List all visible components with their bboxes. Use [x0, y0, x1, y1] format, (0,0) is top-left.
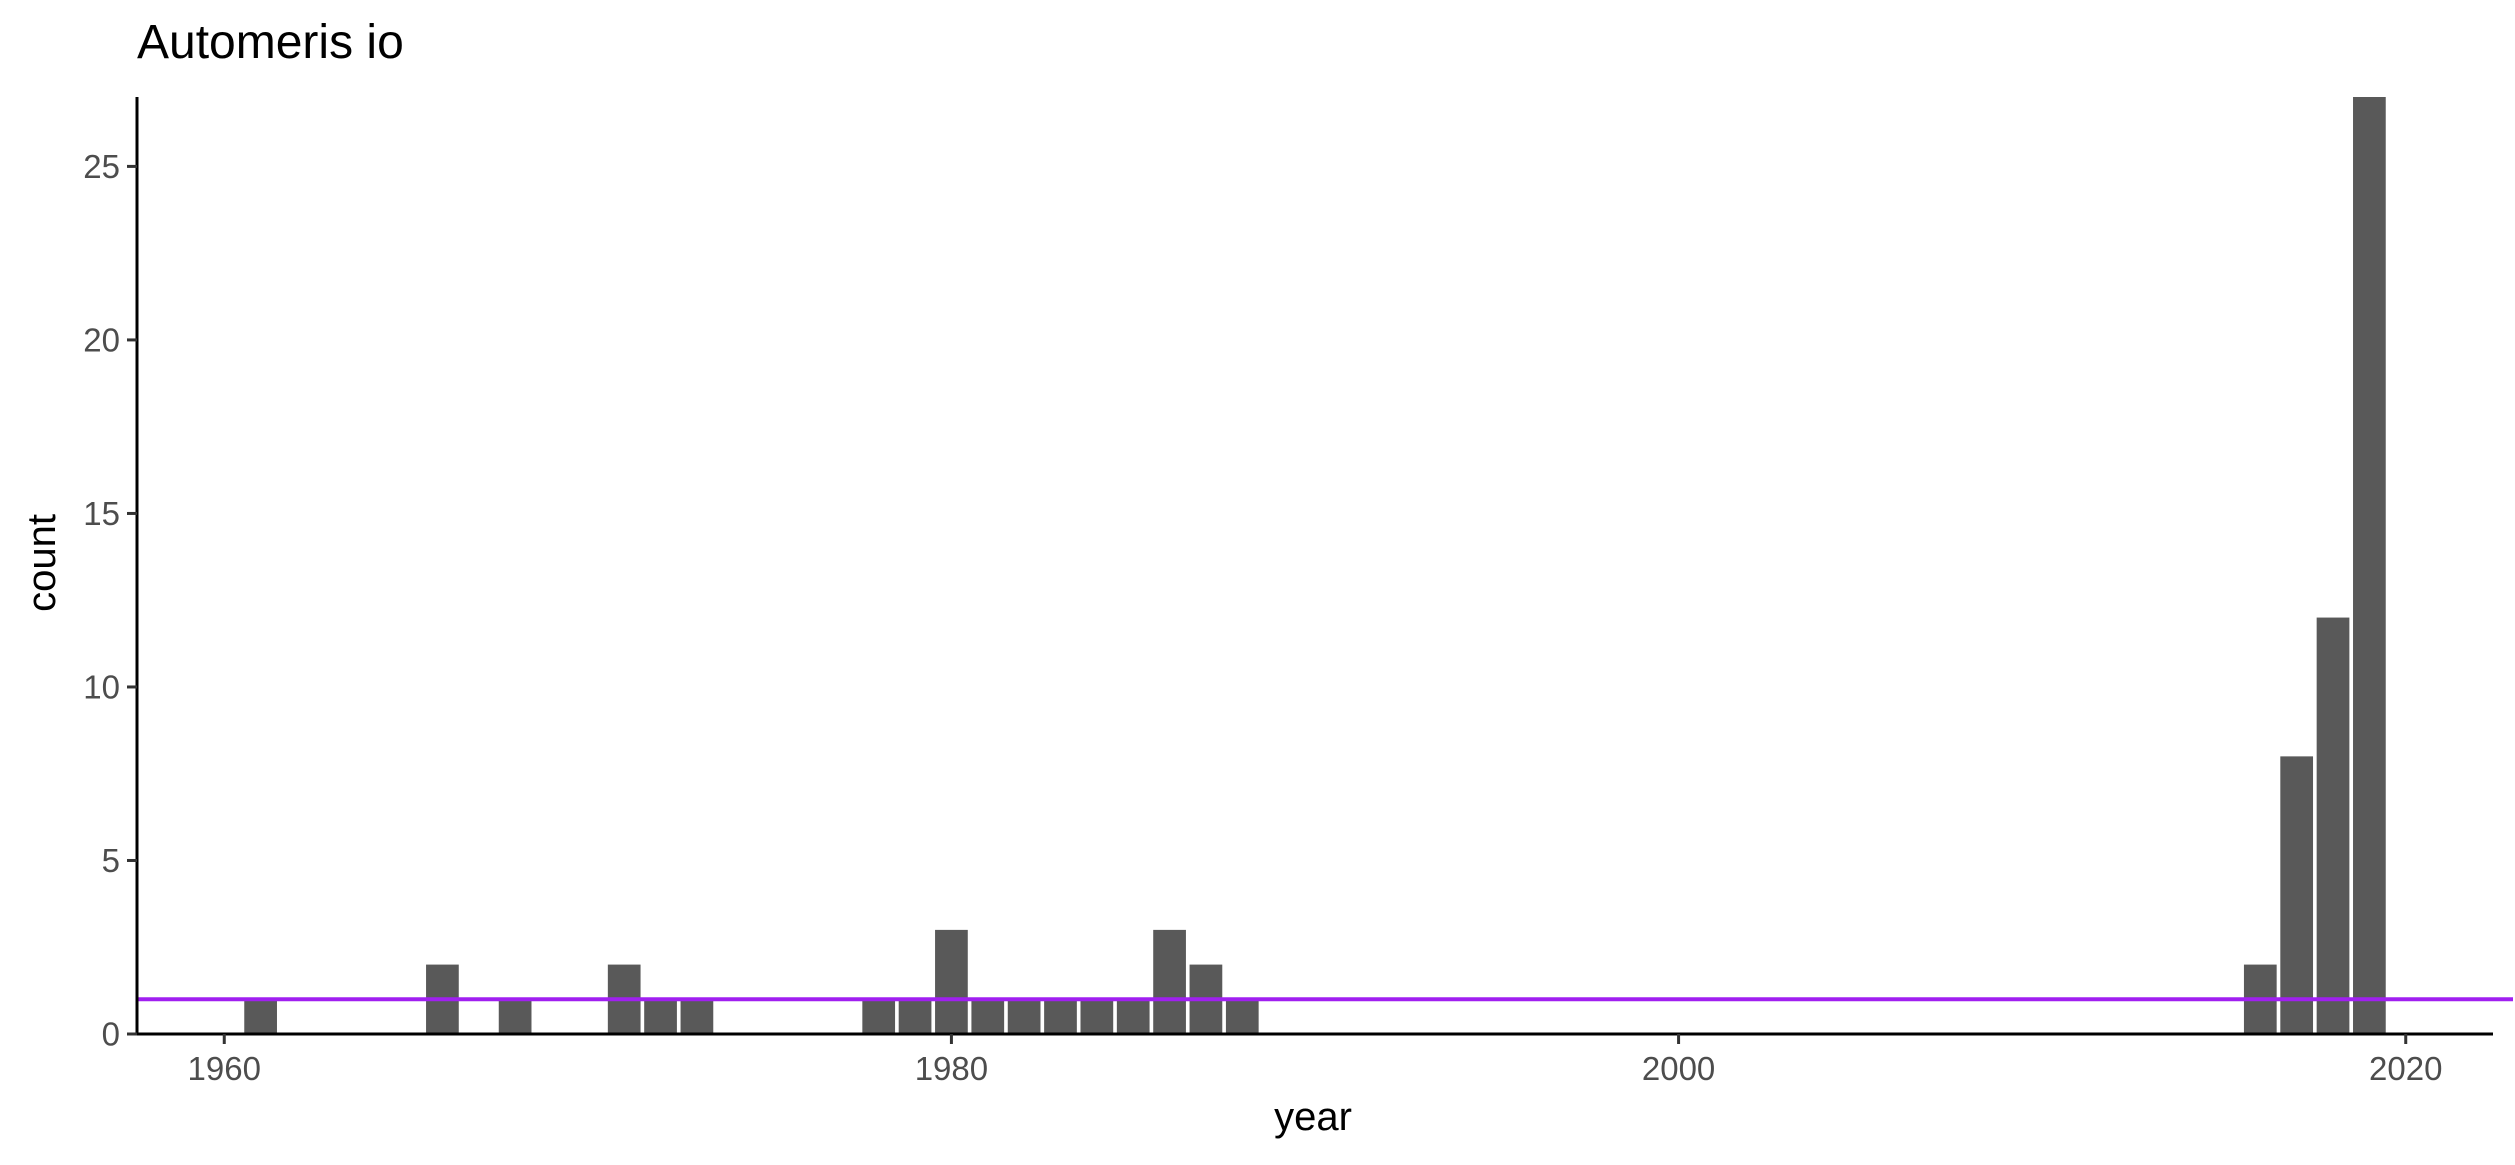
bars	[244, 97, 2386, 1034]
bar-1968	[498, 999, 532, 1034]
y-axis-title: count	[20, 514, 64, 612]
axes: 0 5 10 15 20 25 1960 1980 2000 2020	[83, 97, 2493, 1087]
bar-2018	[2316, 617, 2350, 1034]
y-tick-label-20: 20	[83, 321, 120, 358]
y-tick-label-15: 15	[83, 495, 120, 532]
x-tick-label-1980: 1980	[915, 1050, 988, 1087]
bar-1984	[1080, 999, 1114, 1034]
bar-2017	[2280, 756, 2314, 1034]
bar-1986	[1153, 929, 1186, 1034]
bar-1973	[680, 999, 714, 1034]
chart-title: Automeris io	[137, 16, 404, 69]
x-tick-label-1960: 1960	[188, 1050, 261, 1087]
bar-1983	[1044, 999, 1077, 1034]
bar-1979	[898, 999, 932, 1034]
y-tick-label-0: 0	[102, 1016, 120, 1053]
bar-1980	[935, 929, 968, 1034]
bar-2019	[2353, 97, 2386, 1034]
bar-1982	[1007, 999, 1041, 1034]
x-axis-title: year	[1274, 1095, 1352, 1139]
bar-1961	[244, 999, 277, 1034]
y-tick-label-5: 5	[102, 842, 120, 879]
y-tick-label-10: 10	[83, 668, 120, 705]
bar-1981	[971, 999, 1005, 1034]
x-tick-label-2020: 2020	[2369, 1050, 2442, 1087]
x-tick-label-2000: 2000	[1642, 1050, 1715, 1087]
y-tick-label-25: 25	[83, 148, 120, 185]
bar-1978	[862, 999, 896, 1034]
bar-1988	[1225, 999, 1259, 1034]
bar-1972	[644, 999, 677, 1034]
bar-1985	[1116, 999, 1150, 1034]
